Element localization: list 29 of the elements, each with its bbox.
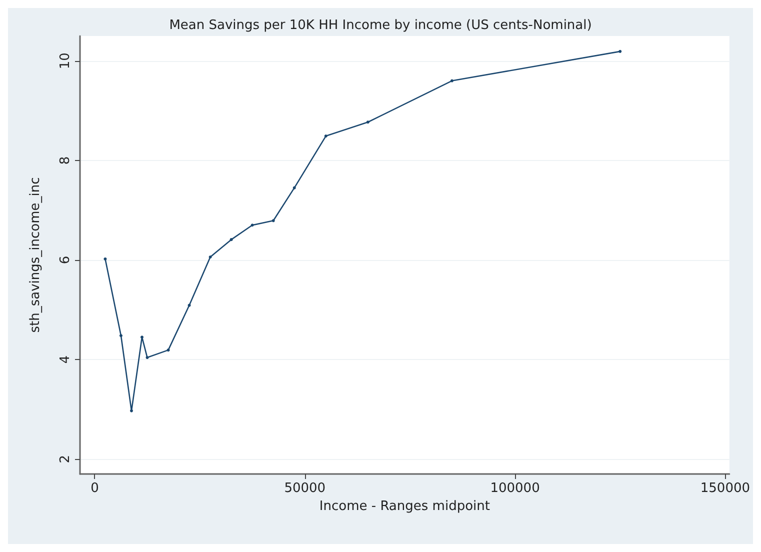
x-tick-label: 50000 xyxy=(284,481,326,496)
y-axis-title: sth_savings_income_inc xyxy=(28,177,43,333)
line-series xyxy=(104,50,622,412)
y-tick-label: 6 xyxy=(58,256,73,264)
point xyxy=(166,348,170,352)
point xyxy=(140,336,144,339)
point xyxy=(324,134,328,138)
y-tick-label: 10 xyxy=(58,52,73,70)
point xyxy=(250,224,254,227)
y-tick-label: 8 xyxy=(58,156,73,165)
y-tick-label: 4 xyxy=(58,355,73,364)
x-tick-label: 100000 xyxy=(490,481,540,496)
point xyxy=(130,409,133,412)
x-axis-title: Income - Ranges midpoint xyxy=(319,499,490,514)
point xyxy=(292,186,296,190)
point xyxy=(146,356,149,360)
chart-title: Mean Savings per 10K HH Income by income (US cents-Nominal) xyxy=(169,18,592,33)
point xyxy=(119,334,122,338)
x-tick-label: 150000 xyxy=(700,481,750,496)
point xyxy=(450,79,454,82)
point xyxy=(104,257,107,260)
y-tick-label: 2 xyxy=(58,454,73,464)
point xyxy=(188,304,191,307)
point xyxy=(618,50,622,53)
point xyxy=(366,120,370,124)
point xyxy=(208,255,212,258)
x-tick-label: 0 xyxy=(90,481,99,496)
point xyxy=(272,219,275,222)
point xyxy=(230,238,233,242)
